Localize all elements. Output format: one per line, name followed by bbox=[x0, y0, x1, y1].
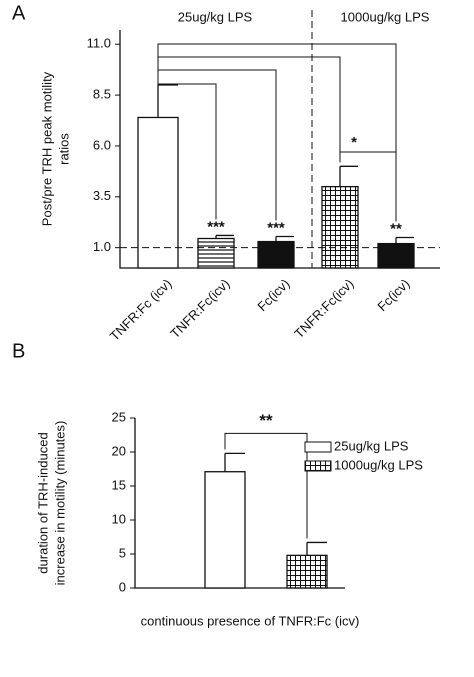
y-tick-label: 15 bbox=[112, 477, 126, 492]
x-tick-label: TNFR:Fc (icv) bbox=[107, 276, 175, 344]
y-tick-label: 20 bbox=[112, 443, 126, 458]
x-tick-label: TNFR:Fc(icv) bbox=[167, 276, 232, 341]
legend-swatch bbox=[304, 441, 332, 453]
bracket bbox=[224, 432, 308, 539]
group-label: 1000ug/kg LPS bbox=[341, 9, 430, 24]
y-tick-label: 8.5 bbox=[93, 87, 111, 102]
y-axis-label: ratios bbox=[56, 133, 71, 165]
bar bbox=[197, 237, 235, 269]
significance: *** bbox=[267, 219, 285, 236]
x-axis-label: continuous presence of TNFR:Fc (icv) bbox=[141, 613, 360, 628]
x-tick-label: Fc(icv) bbox=[374, 276, 412, 314]
bracket bbox=[157, 83, 217, 220]
bracket bbox=[157, 56, 341, 163]
y-tick-label: 25 bbox=[112, 409, 126, 424]
bar bbox=[137, 116, 179, 269]
significance: ** bbox=[390, 220, 402, 237]
legend-label: 25ug/kg LPS bbox=[334, 438, 409, 453]
bracket bbox=[157, 69, 277, 221]
bracket bbox=[339, 151, 397, 216]
x-tick-label: Fc(icv) bbox=[254, 276, 292, 314]
y-tick-label: 1.0 bbox=[93, 239, 111, 254]
y-axis-label: duration of TRH-induced bbox=[35, 432, 50, 573]
y-tick-label: 6.0 bbox=[93, 137, 111, 152]
y-axis-label: Post/pre TRH peak motility bbox=[39, 71, 54, 226]
bar bbox=[321, 185, 359, 269]
y-tick-label: 10 bbox=[112, 511, 126, 526]
significance: ** bbox=[259, 411, 273, 430]
legend-swatch bbox=[304, 460, 332, 472]
bar bbox=[286, 554, 328, 589]
legend-label: 1000ug/kg LPS bbox=[334, 457, 423, 472]
x-tick-label: TNFR:Fc(icv) bbox=[291, 276, 356, 341]
bar bbox=[257, 240, 295, 269]
bar bbox=[204, 471, 246, 589]
y-tick-label: 3.5 bbox=[93, 188, 111, 203]
bracket bbox=[157, 43, 397, 222]
panel-letter: B bbox=[12, 340, 25, 362]
significance: * bbox=[351, 134, 357, 151]
panel-letter: A bbox=[12, 2, 26, 24]
y-tick-label: 11.0 bbox=[87, 36, 111, 51]
group-label: 25ug/kg LPS bbox=[178, 9, 253, 24]
y-tick-label: 5 bbox=[119, 545, 126, 560]
y-axis-label: increase in motility (minutes) bbox=[52, 421, 67, 586]
significance: *** bbox=[207, 218, 225, 235]
y-tick-label: 0 bbox=[119, 579, 126, 594]
